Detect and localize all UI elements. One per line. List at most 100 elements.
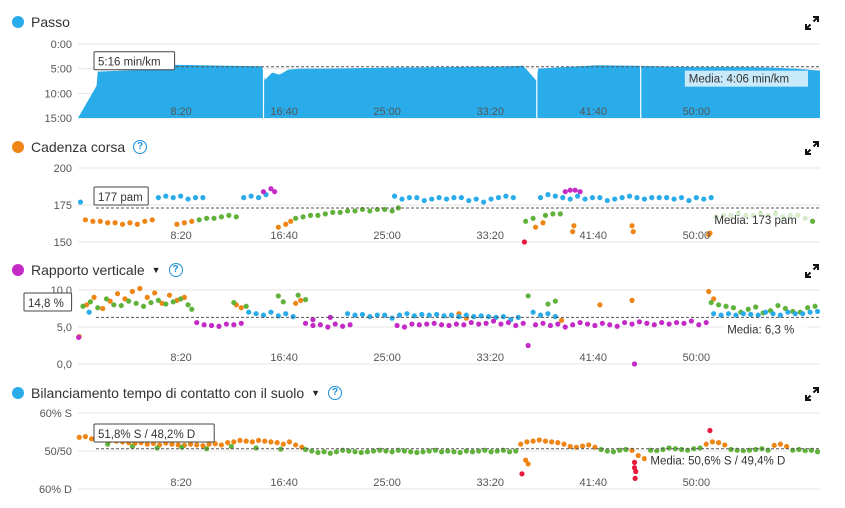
gct_balance-x-tick-label: 33:20 bbox=[476, 477, 504, 489]
gct_balance-point bbox=[536, 437, 542, 443]
vertical_ratio-point bbox=[493, 314, 499, 320]
cadence-point bbox=[389, 208, 395, 214]
cadence-point bbox=[532, 224, 539, 230]
vertical_ratio-point bbox=[401, 324, 408, 330]
vertical_ratio-point bbox=[471, 314, 477, 320]
question-circle-icon[interactable]: ? bbox=[328, 386, 343, 400]
vertical_ratio-y-tick-label: 0,0 bbox=[57, 359, 72, 371]
vertical_ratio-point bbox=[178, 296, 184, 302]
expand-arrows-icon[interactable] bbox=[805, 264, 819, 278]
pace-panel: Passo bbox=[0, 8, 845, 130]
vertical_ratio-point bbox=[651, 322, 657, 328]
cadence-point bbox=[233, 214, 239, 220]
question-circle-icon[interactable]: ? bbox=[168, 263, 183, 277]
gct_balance-point bbox=[237, 437, 243, 443]
gct_balance-point bbox=[567, 443, 573, 450]
vertical_ratio-point bbox=[463, 312, 469, 318]
gct_balance-point bbox=[286, 439, 293, 445]
gct_balance-current-label: 51,8% S / 48,2% D bbox=[98, 429, 195, 441]
vertical_ratio-point bbox=[740, 311, 746, 317]
expand-arrows-icon[interactable] bbox=[805, 387, 819, 401]
gct_balance-point bbox=[488, 449, 494, 455]
cadence-point bbox=[429, 196, 435, 202]
gct_balance-point bbox=[333, 449, 340, 455]
vertical_ratio-point bbox=[317, 322, 323, 328]
gct_balance-y-tick-label: 60% S bbox=[40, 408, 72, 420]
gct_balance-point bbox=[346, 448, 352, 454]
gct_balance-point bbox=[82, 433, 89, 440]
gct_balance-point bbox=[728, 446, 734, 453]
gct_balance-point bbox=[274, 440, 280, 446]
cadence-point bbox=[495, 195, 502, 201]
cadence-point bbox=[656, 195, 662, 201]
vertical_ratio-point bbox=[201, 322, 207, 328]
gct_balance-point bbox=[707, 427, 713, 434]
vertical-ratio-title-text: Rapporto verticale bbox=[31, 262, 145, 278]
cadence-point bbox=[488, 196, 494, 202]
question-circle-icon[interactable]: ? bbox=[133, 140, 148, 154]
gct_balance-point bbox=[370, 448, 377, 454]
vertical_ratio-point bbox=[715, 302, 722, 308]
gct_balance-point bbox=[358, 449, 364, 456]
cadence-point bbox=[112, 220, 118, 226]
vertical_ratio-point bbox=[483, 320, 489, 326]
vertical_ratio-point bbox=[592, 322, 598, 329]
vertical_ratio-point bbox=[111, 302, 117, 308]
vertical_ratio-point bbox=[246, 309, 252, 315]
vertical_ratio-point bbox=[814, 308, 821, 315]
vertical_ratio-point bbox=[666, 321, 672, 327]
cadence-point bbox=[283, 221, 289, 227]
gct_balance-point bbox=[660, 446, 666, 453]
gct_balance-average-label-bg bbox=[646, 452, 808, 469]
vertical_ratio-point bbox=[681, 320, 687, 326]
gct_balance-point bbox=[426, 448, 432, 454]
pace-y-tick-label: 15:00 bbox=[44, 113, 72, 125]
vertical_ratio-point bbox=[730, 305, 737, 311]
vertical_ratio-point bbox=[352, 312, 358, 318]
gct_balance-point bbox=[654, 448, 660, 454]
cadence-x-tick-label: 8:20 bbox=[170, 230, 191, 242]
gct_balance-point bbox=[586, 442, 592, 448]
vertical_ratio-point bbox=[290, 314, 296, 320]
gct_balance-point bbox=[187, 441, 194, 447]
gct_balance-y-tick-label: 50/50 bbox=[44, 446, 72, 458]
gct_balance-y-tick-label: 60% D bbox=[39, 484, 72, 496]
cadence-point bbox=[337, 209, 343, 215]
cadence-point bbox=[307, 212, 314, 218]
cadence-x-tick-label: 50:00 bbox=[683, 230, 711, 242]
vertical_ratio-point bbox=[194, 319, 200, 326]
vertical_ratio-point bbox=[253, 311, 259, 317]
gct_balance-point bbox=[228, 443, 234, 450]
caret-down-icon[interactable]: ▼ bbox=[311, 388, 321, 398]
vertical_ratio-point bbox=[208, 322, 215, 329]
cadence-y-tick-label: 175 bbox=[54, 200, 72, 212]
vertical_ratio-point bbox=[777, 312, 784, 318]
expand-arrows-icon[interactable] bbox=[805, 141, 819, 155]
vertical_ratio-point bbox=[614, 323, 620, 329]
vertical_ratio-point bbox=[520, 320, 526, 326]
vertical_ratio-point bbox=[409, 321, 415, 327]
cadence-point bbox=[545, 192, 551, 198]
pace-average-label: Media: 4:06 min/km bbox=[689, 74, 789, 86]
vertical_ratio-point bbox=[597, 302, 603, 308]
gct_balance-point bbox=[212, 441, 218, 447]
vertical_ratio-point bbox=[340, 323, 346, 329]
vertical_ratio-x-tick-label: 16:40 bbox=[270, 352, 298, 364]
vertical_ratio-point bbox=[762, 309, 769, 315]
pace-x-tick-label: 16:40 bbox=[270, 106, 298, 118]
gct_balance-plot: 60% S 50/50 60% D 8:20 16:40 25:00 33:20 41:40 5… bbox=[39, 408, 821, 496]
vertical_ratio-point bbox=[537, 312, 544, 318]
gct_balance-point bbox=[169, 441, 175, 447]
expand-arrows-icon[interactable] bbox=[805, 16, 819, 30]
cadence-point bbox=[630, 229, 636, 235]
gct_balance-point bbox=[457, 449, 463, 456]
vertical_ratio-point bbox=[530, 309, 536, 315]
cadence-point bbox=[540, 220, 546, 226]
caret-down-icon[interactable]: ▼ bbox=[151, 265, 161, 275]
gct_balance-point bbox=[530, 438, 536, 444]
pace-current-label: 5:16 min/km bbox=[98, 57, 161, 69]
gct_balance-point bbox=[494, 448, 500, 454]
cadence-x-tick-label: 41:40 bbox=[580, 230, 608, 242]
vertical_ratio-point bbox=[280, 299, 286, 305]
gct_balance-point bbox=[740, 448, 746, 454]
